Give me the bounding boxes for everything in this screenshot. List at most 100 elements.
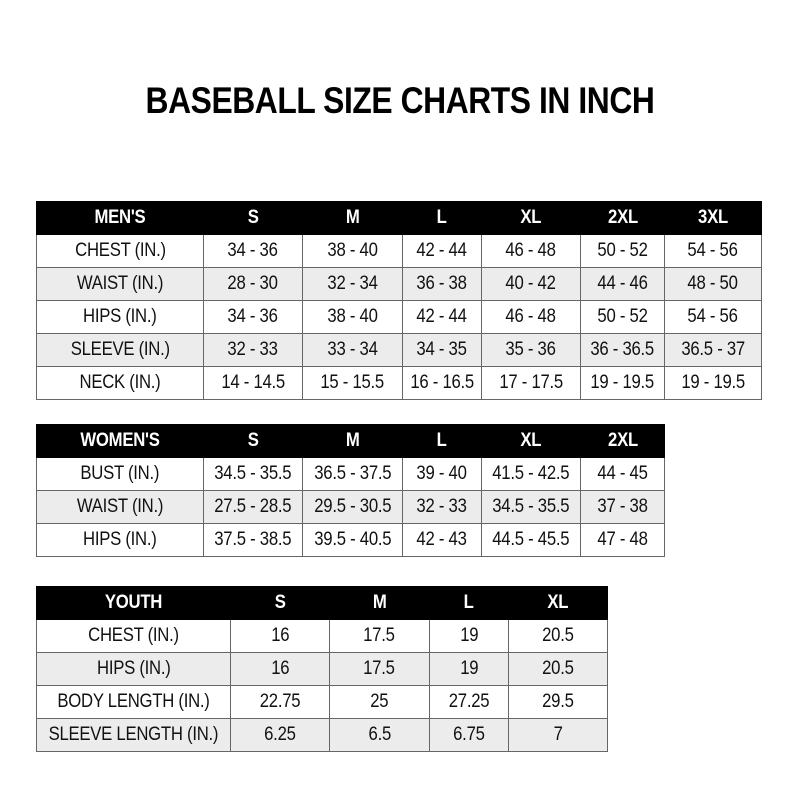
cell-text: 6.25 [264,724,296,745]
cell-text: 25 [370,691,389,712]
size-header: L [428,586,509,620]
header-row: WOMEN'S S M L XL 2XL [36,424,665,458]
header-label: 3XL [698,207,728,228]
table-row: HIPS (IN.) 16 17.5 19 20.5 [36,652,608,686]
table-row: CHEST (IN.) 34 - 36 38 - 40 42 - 44 46 - 48 5… [36,234,762,268]
header-label: MEN'S [94,207,146,228]
size-header: S [203,201,303,235]
cell-text: 32 - 34 [327,273,378,294]
cell-text: CHEST (IN.) [74,240,166,261]
size-header: M [302,201,403,235]
cell-text: 50 - 52 [597,306,648,327]
size-value: 46 - 48 [481,300,581,334]
header-label: M [345,430,360,451]
cell-text: 34 - 35 [416,339,468,360]
womens-size-table: WOMEN'S S M L XL 2XL BUST (IN.) 34.5 - 35.5 36.5… [36,424,665,557]
cell-text: 17.5 [363,625,396,646]
size-value: 34 - 36 [203,300,303,334]
cell-text: 46 - 48 [505,306,557,327]
size-value: 38 - 40 [302,300,403,334]
header-label: S [274,592,286,613]
size-value: 29.5 - 30.5 [302,490,403,524]
measurement-label: WAIST (IN.) [36,267,204,301]
measurement-label: HIPS (IN.) [36,300,204,334]
table-row: SLEEVE LENGTH (IN.) 6.25 6.5 6.75 7 [36,718,608,752]
table-row: CHEST (IN.) 16 17.5 19 20.5 [36,619,608,653]
size-value: 27.5 - 28.5 [203,490,303,524]
header-label: XL [520,430,542,451]
measurement-label: BUST (IN.) [36,457,204,491]
cell-text: 16 [270,658,289,679]
size-value: 42 - 44 [402,300,482,334]
measurement-label: SLEEVE LENGTH (IN.) [36,718,231,752]
cell-text: WAIST (IN.) [76,496,164,517]
size-header: M [302,424,403,458]
size-value: 54 - 56 [664,234,762,268]
size-value: 34 - 35 [402,333,482,367]
cell-text: 32 - 33 [416,496,468,517]
cell-text: 19 - 19.5 [590,372,655,393]
cell-text: 39 - 40 [416,463,468,484]
cell-text: 14 - 14.5 [221,372,285,393]
mens-size-table: MEN'S S M L XL 2XL 3XL CHEST (IN.) 34 - 36 38 - 4… [36,201,762,400]
size-header: S [229,586,330,620]
size-value: 14 - 14.5 [203,366,303,400]
cell-text: 15 - 15.5 [320,372,385,393]
cell-text: CHEST (IN.) [88,625,179,646]
table-row: SLEEVE (IN.) 32 - 33 33 - 34 34 - 35 35 - 36… [36,333,762,367]
cell-text: NECK (IN.) [79,372,161,393]
header-label: L [463,592,474,613]
table-row: HIPS (IN.) 34 - 36 38 - 40 42 - 44 46 - 48 50… [36,300,762,334]
cell-text: 40 - 42 [505,273,557,294]
measurement-label: HIPS (IN.) [36,652,231,686]
cell-text: 20.5 [542,658,574,679]
size-value: 17 - 17.5 [481,366,581,400]
measurement-label: CHEST (IN.) [36,619,231,653]
header-label: S [247,430,259,451]
cell-text: 22.75 [259,691,301,712]
cell-text: 16 - 16.5 [410,372,474,393]
size-value: 36.5 - 37.5 [302,457,403,491]
cell-text: 44 - 45 [597,463,648,484]
cell-text: 46 - 48 [505,240,557,261]
table-row: WAIST (IN.) 27.5 - 28.5 29.5 - 30.5 32 - 33… [36,490,665,524]
size-value: 47 - 48 [580,523,665,557]
cell-text: 50 - 52 [597,240,648,261]
cell-text: 17.5 [363,658,396,679]
cell-text: BUST (IN.) [80,463,160,484]
cell-text: 36 - 36.5 [590,339,655,360]
header-label: M [345,207,360,228]
table-row: BUST (IN.) 34.5 - 35.5 36.5 - 37.5 39 - 40 4… [36,457,665,491]
size-value: 6.75 [428,718,509,752]
size-value: 44 - 45 [580,457,665,491]
cell-text: 47 - 48 [597,529,648,550]
cell-text: 6.5 [368,724,391,745]
header-label: L [437,430,447,451]
header-row: YOUTH S M L XL [36,586,608,620]
header-label: S [247,207,259,228]
cell-text: 48 - 50 [687,273,739,294]
cell-text: HIPS (IN.) [83,529,157,550]
size-value: 37 - 38 [580,490,665,524]
size-header: M [328,586,430,620]
cell-text: 27.5 - 28.5 [214,496,292,517]
size-header: S [203,424,303,458]
category-header: YOUTH [36,586,231,620]
size-value: 19 [428,652,509,686]
size-value: 39.5 - 40.5 [302,523,403,557]
size-value: 40 - 42 [481,267,581,301]
size-value: 19 - 19.5 [580,366,665,400]
cell-text: 35 - 36 [505,339,557,360]
cell-text: 33 - 34 [327,339,378,360]
size-value: 17.5 [328,652,430,686]
cell-text: SLEEVE LENGTH (IN.) [48,724,219,745]
table-row: BODY LENGTH (IN.) 22.75 25 27.25 29.5 [36,685,608,719]
cell-text: 36.5 - 37.5 [313,463,392,484]
size-value: 36 - 36.5 [580,333,665,367]
cell-text: 44.5 - 45.5 [492,529,570,550]
header-label: L [437,207,447,228]
youth-size-table: YOUTH S M L XL CHEST (IN.) 16 17.5 19 20.5 HIPS (I… [36,586,608,752]
header-label: 2XL [607,207,638,228]
size-value: 35 - 36 [481,333,581,367]
size-value: 16 - 16.5 [402,366,482,400]
